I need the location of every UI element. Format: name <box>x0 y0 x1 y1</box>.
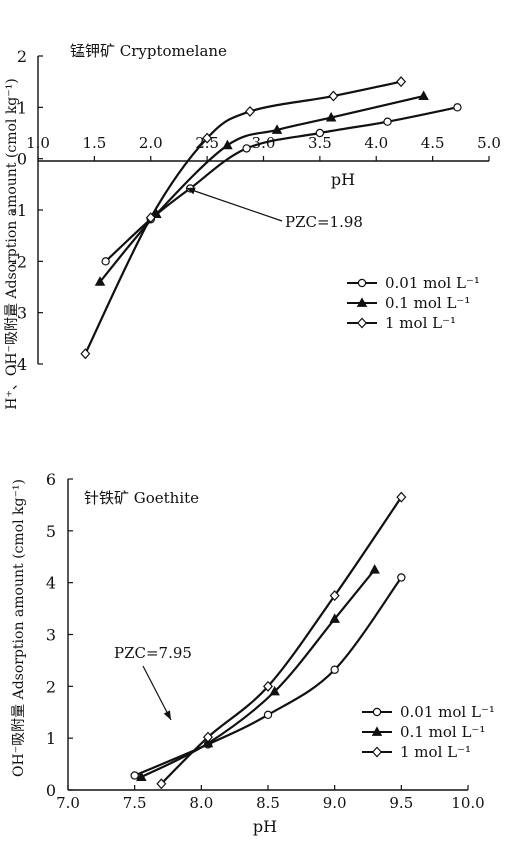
data-point <box>315 128 325 138</box>
x-tick-label: 1.0 <box>26 134 50 152</box>
data-point <box>145 212 156 224</box>
y-tick-label: 0 <box>46 781 56 800</box>
data-point <box>329 590 340 602</box>
y-tick-label: 3 <box>46 626 56 645</box>
pzc-annotation: PZC=7.95 <box>114 644 192 662</box>
y-tick-label: 1 <box>17 98 27 117</box>
y-tick-label: -2 <box>11 252 27 271</box>
series-line-1 <box>140 569 376 779</box>
x-tick-label: 5.0 <box>477 134 501 152</box>
legend-item-2: 1 mol L⁻¹ <box>362 743 471 761</box>
y-tick-label: -4 <box>11 355 27 374</box>
data-point <box>396 76 407 88</box>
data-point <box>328 90 339 102</box>
y-tick-label: 2 <box>17 47 27 66</box>
x-axis-label: pH <box>331 170 355 189</box>
data-point <box>396 491 407 503</box>
legend-label: 0.01 mol L⁻¹ <box>400 703 495 721</box>
y-tick-label: 6 <box>46 470 56 489</box>
x-tick-label: 4.5 <box>421 134 445 152</box>
data-point <box>453 103 462 112</box>
y-tick-label: -1 <box>11 201 27 220</box>
legend-label: 0.1 mol L⁻¹ <box>400 723 485 741</box>
x-axis-label: pH <box>253 817 277 836</box>
data-point <box>156 778 167 790</box>
data-point <box>101 257 110 266</box>
x-tick-label: 1.5 <box>82 134 106 152</box>
series-line-0 <box>104 106 458 263</box>
data-point <box>222 139 233 150</box>
legend-marker <box>371 726 383 736</box>
x-tick-label: 4.0 <box>364 134 388 152</box>
data-point <box>136 771 147 781</box>
legend-item-0: 0.01 mol L⁻¹ <box>362 703 495 721</box>
x-tick-label: 9.0 <box>323 794 347 812</box>
pzc-arrow-line <box>185 187 283 222</box>
data-point <box>80 348 91 360</box>
data-point <box>330 665 339 674</box>
data-point <box>329 613 340 623</box>
x-tick-label: 3.5 <box>308 134 332 152</box>
legend-item-2: 1 mol L⁻¹ <box>347 314 456 332</box>
data-point <box>242 144 251 153</box>
y-tick-label: 4 <box>46 574 56 593</box>
data-point <box>383 117 392 126</box>
data-point <box>269 685 280 696</box>
data-point <box>418 90 429 100</box>
pzc-arrow-line <box>142 665 172 721</box>
x-tick-label: 8.0 <box>189 794 213 812</box>
pzc-arrowhead <box>163 710 171 720</box>
series-line-2 <box>160 496 403 785</box>
data-point <box>271 124 283 134</box>
data-point <box>263 710 273 720</box>
x-tick-label: 7.5 <box>123 794 147 812</box>
legend-item-0: 0.01 mol L⁻¹ <box>347 274 480 292</box>
data-point <box>397 573 406 582</box>
legend-item-1: 0.1 mol L⁻¹ <box>362 723 485 741</box>
chart-title: 锰钾矿 Cryptomelane <box>70 42 227 60</box>
data-point <box>262 680 274 692</box>
x-tick-label: 2.0 <box>139 134 163 152</box>
legend-label: 1 mol L⁻¹ <box>400 743 471 761</box>
y-tick-label: -3 <box>11 304 27 323</box>
data-point <box>202 737 214 748</box>
chart-goethite: 0 1 2 3 4 5 6 7.0 7.5 8.0 8.5 9.0 9.5 10.0 针铁矿 Goethit… <box>11 470 495 836</box>
data-point <box>130 771 139 780</box>
legend-marker <box>356 317 368 329</box>
data-point <box>202 731 214 743</box>
chart-title: 针铁矿 Goethite <box>84 489 199 507</box>
pzc-annotation: PZC=1.98 <box>285 213 363 231</box>
y-axis-label: OH⁻吸附量 Adsorption amount (cmol kg⁻¹) <box>11 479 27 777</box>
legend-marker <box>372 707 382 717</box>
data-point <box>202 132 213 144</box>
legend-marker <box>371 746 383 758</box>
data-point <box>94 276 106 286</box>
chart-cryptomelane: -4-3-2-10121.01.52.02.53.03.54.04.55.0锰钾… <box>4 42 501 410</box>
y-axis-label: H⁺、OH⁻吸附量 Adsorption amount (cmol kg⁻¹) <box>4 78 20 409</box>
x-tick-label: 7.0 <box>56 794 80 812</box>
y-tick-label: 2 <box>46 677 56 696</box>
legend-label: 1 mol L⁻¹ <box>385 314 456 332</box>
data-point <box>369 564 380 574</box>
x-tick-label: 9.5 <box>389 794 413 812</box>
x-tick-label: 10.0 <box>451 794 484 812</box>
y-tick-label: 5 <box>46 522 56 541</box>
y-tick-label: 1 <box>46 729 56 748</box>
series-line-0 <box>134 576 403 777</box>
legend-marker <box>357 278 367 288</box>
legend-marker <box>356 297 368 307</box>
y-tick-label: 0 <box>17 150 27 169</box>
data-point <box>244 105 255 117</box>
legend-label: 0.01 mol L⁻¹ <box>385 274 480 292</box>
pzc-arrowhead <box>186 187 196 195</box>
data-point <box>325 111 337 122</box>
x-tick-label: 8.5 <box>256 794 280 812</box>
legend-item-1: 0.1 mol L⁻¹ <box>347 294 470 312</box>
legend-label: 0.1 mol L⁻¹ <box>385 294 470 312</box>
